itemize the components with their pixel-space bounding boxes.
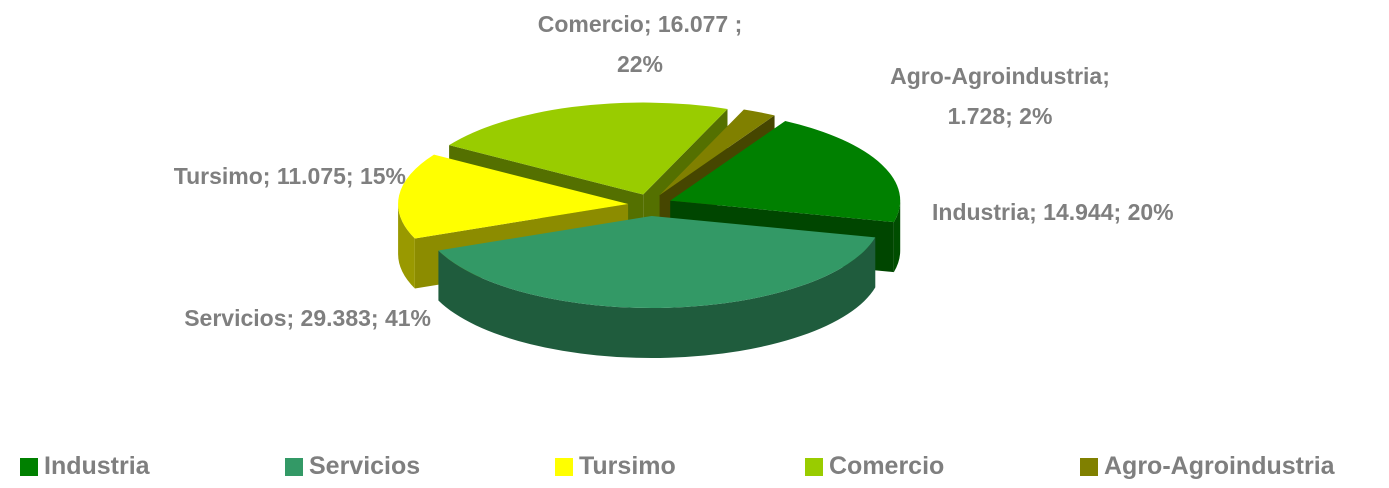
legend-label: Industria <box>44 452 150 480</box>
legend-label: Servicios <box>309 452 421 480</box>
data-label: Tursimo; 11.075; 15% <box>173 163 406 189</box>
slice-wall <box>438 237 876 358</box>
legend-swatch <box>555 457 573 476</box>
slice <box>398 154 629 239</box>
data-label: Agro-Agroindustria; 1.728; 2% <box>890 63 1110 129</box>
slice <box>659 109 775 196</box>
slice-wall <box>398 204 415 289</box>
legend-item: Industria <box>20 452 150 481</box>
data-label: Servicios; 29.383; 41% <box>184 305 431 331</box>
legend-item: Servicios <box>285 452 420 481</box>
slice <box>449 102 728 195</box>
data-label: Comercio; 16.077 ; 22% <box>537 11 743 77</box>
slice <box>438 215 876 308</box>
legend-label: Tursimo <box>579 452 676 480</box>
legend-swatch <box>1080 457 1098 476</box>
legend-item: Comercio <box>805 452 944 481</box>
slice-wall <box>893 200 901 273</box>
legend-item: Tursimo <box>555 452 676 481</box>
slice <box>670 120 901 223</box>
legend-swatch <box>285 457 303 476</box>
legend-item: Agro-Agroindustria <box>1080 452 1335 481</box>
legend-label: Agro-Agroindustria <box>1104 452 1335 480</box>
legend-swatch <box>20 457 38 476</box>
legend-swatch <box>805 457 823 476</box>
data-label: Industria; 14.944; 20% <box>932 199 1174 225</box>
legend-label: Comercio <box>829 452 945 480</box>
